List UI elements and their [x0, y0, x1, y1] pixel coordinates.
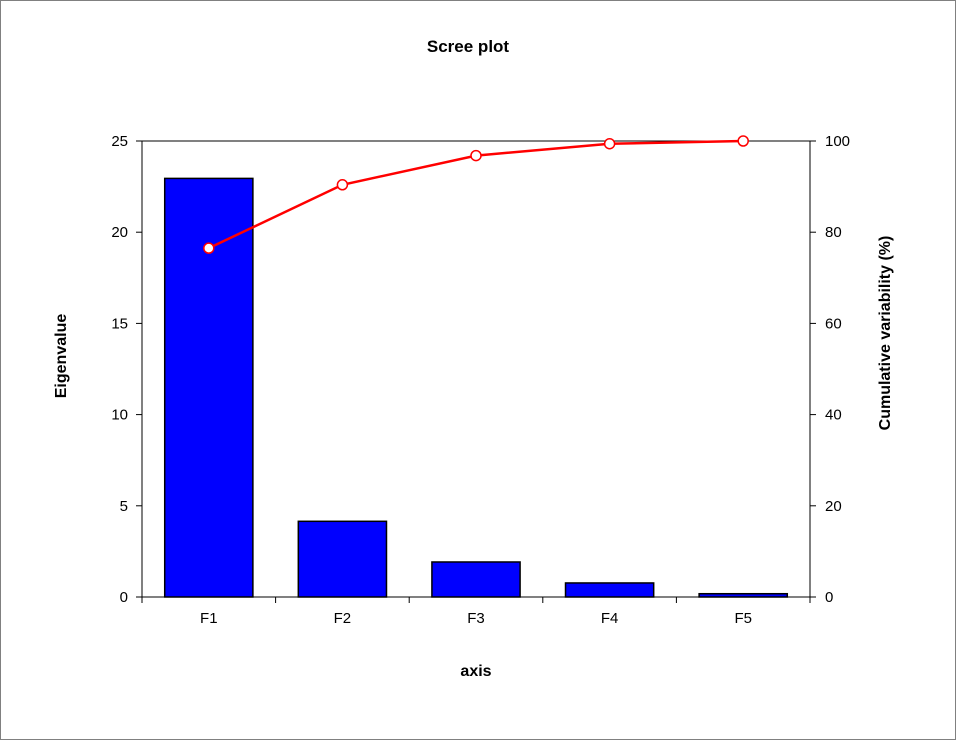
y2-tick-label: 40: [825, 407, 842, 424]
y-tick-label: 0: [120, 589, 128, 606]
bar-F2: [297, 520, 388, 598]
x-tick-label: F4: [601, 610, 619, 627]
y2-axis-title: Cumulative variability (%): [877, 236, 894, 431]
y2-tick-label: 100: [825, 133, 850, 150]
y-tick-label: 25: [111, 133, 128, 150]
y-tick-label: 5: [120, 498, 128, 515]
y-axis-title: Eigenvalue: [53, 314, 70, 399]
cumulative-point-F2: [336, 179, 349, 191]
x-tick-label: F3: [467, 610, 485, 627]
y2-tick-label: 60: [825, 315, 842, 332]
y2-tick-label: 0: [825, 589, 833, 606]
cumulative-point-F1: [203, 242, 215, 254]
cumulative-point-F3: [470, 149, 482, 162]
bar-F1: [163, 177, 254, 598]
x-axis-title: axis: [460, 663, 491, 680]
y2-tick-label: 80: [825, 224, 842, 241]
y-tick-label: 15: [111, 315, 128, 332]
bar-F3: [431, 561, 521, 598]
x-tick-label: F2: [334, 610, 352, 627]
chart-title: Scree plot: [427, 37, 510, 56]
y-tick-label: 10: [111, 407, 128, 424]
cumulative-point-F5: [737, 135, 749, 147]
x-tick-label: F5: [734, 610, 752, 627]
y-tick-label: 20: [111, 224, 128, 241]
y2-tick-label: 20: [825, 498, 842, 515]
x-tick-label: F1: [200, 610, 218, 627]
bar-F4: [564, 582, 655, 598]
cumulative-point-F4: [603, 137, 616, 150]
